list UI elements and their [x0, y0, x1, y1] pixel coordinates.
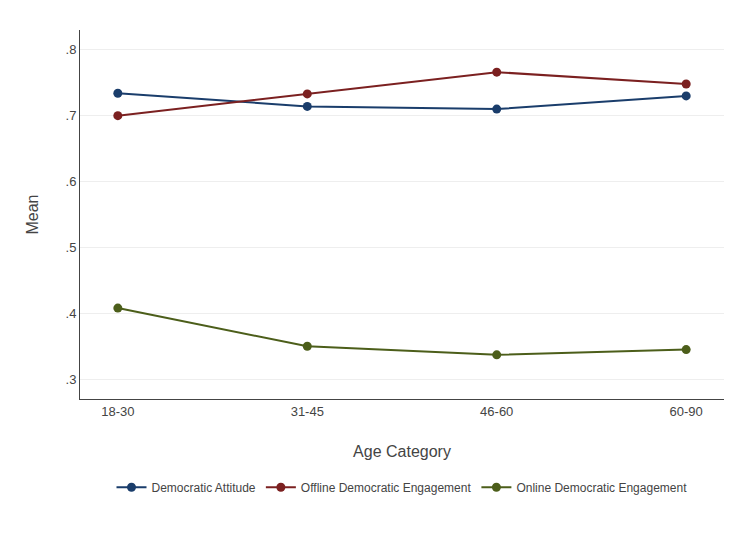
svg-text:Online Democratic Engagement: Online Democratic Engagement: [516, 481, 687, 495]
svg-text:46-60: 46-60: [480, 404, 513, 419]
svg-text:.8: .8: [66, 42, 77, 57]
svg-text:.6: .6: [66, 174, 77, 189]
svg-text:Democratic Attitude: Democratic Attitude: [152, 481, 256, 495]
svg-text:Offline Democratic Engagement: Offline Democratic Engagement: [301, 481, 472, 495]
svg-text:31-45: 31-45: [291, 404, 324, 419]
svg-text:18-30: 18-30: [101, 404, 134, 419]
svg-text:Mean: Mean: [24, 194, 41, 234]
svg-text:.3: .3: [66, 372, 77, 387]
svg-text:Age Category: Age Category: [353, 443, 451, 460]
svg-text:.4: .4: [66, 306, 77, 321]
svg-text:60-90: 60-90: [670, 404, 703, 419]
svg-text:.7: .7: [66, 108, 77, 123]
svg-text:.5: .5: [66, 240, 77, 255]
